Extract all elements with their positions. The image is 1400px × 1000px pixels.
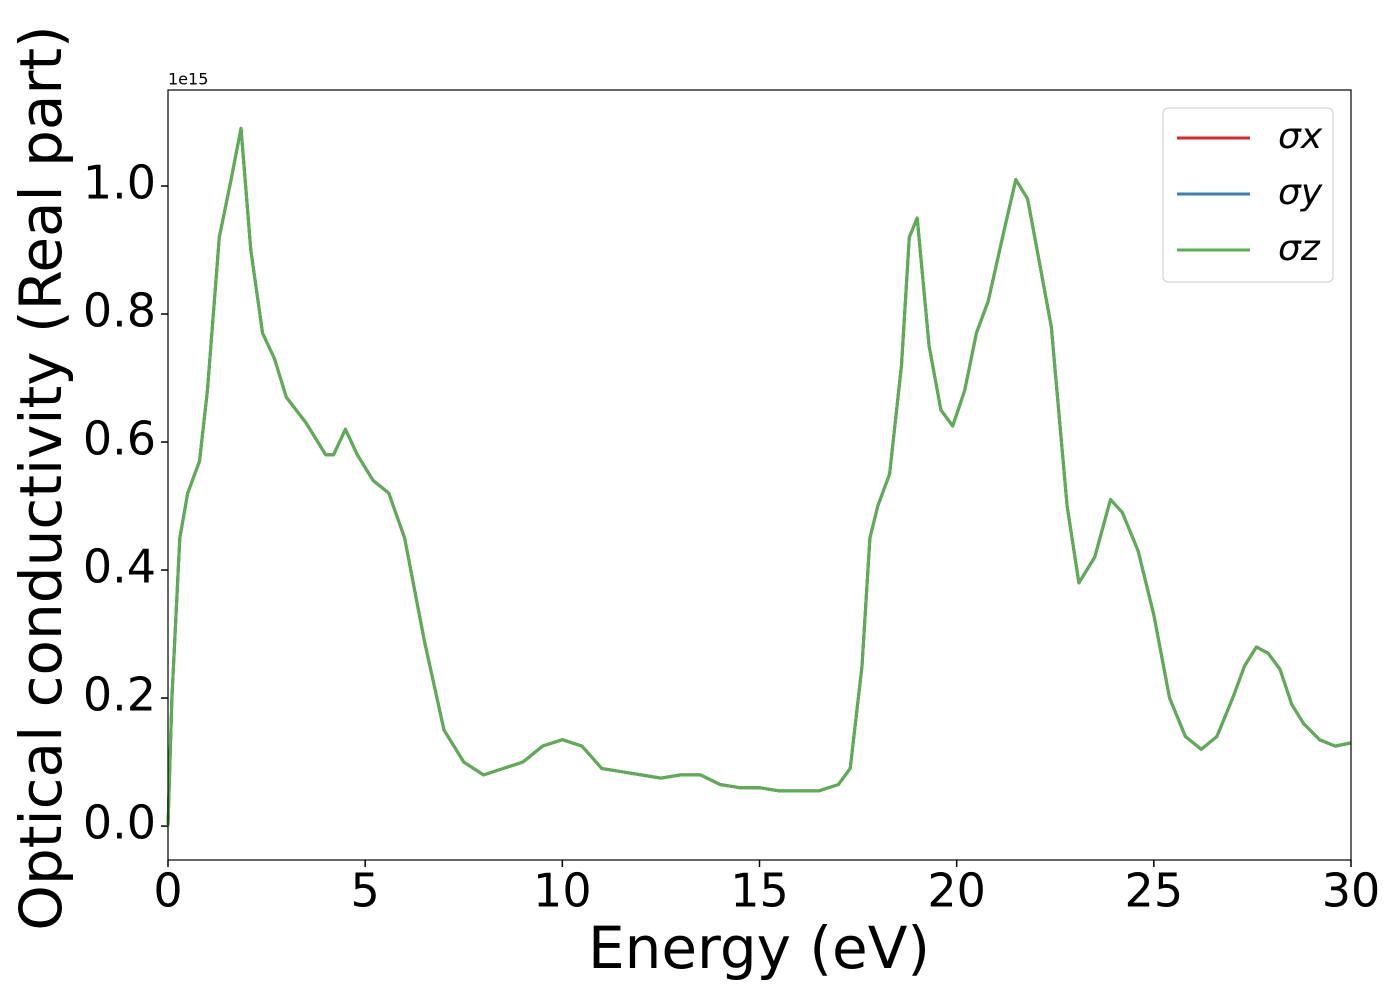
x-tick-label: 10	[533, 864, 592, 918]
y-tick-label: 0.8	[83, 284, 156, 338]
offset-label: 1e15	[168, 70, 208, 89]
x-tick-label: 20	[927, 864, 986, 918]
legend-label: σy	[1278, 172, 1323, 213]
chart: 1e15 Energy (eV) Optical conductivity (R…	[0, 0, 1400, 1000]
x-tick-label: 30	[1322, 864, 1381, 918]
y-tick-label: 0.6	[83, 412, 156, 466]
legend-label: σz	[1278, 228, 1321, 269]
y-tick-label: 1.0	[83, 156, 156, 210]
x-tick-label: 15	[730, 864, 789, 918]
y-axis-label: Optical conductivity (Real part)	[7, 25, 75, 930]
x-axis-label: Energy (eV)	[588, 914, 930, 982]
y-tick-label: 0.4	[83, 540, 156, 594]
x-tick-label: 0	[153, 864, 182, 918]
x-tick-label: 25	[1125, 864, 1184, 918]
legend-label: σx	[1278, 116, 1323, 157]
x-tick-label: 5	[351, 864, 380, 918]
y-tick-label: 0.2	[83, 668, 156, 722]
y-tick-label: 0.0	[83, 796, 156, 850]
